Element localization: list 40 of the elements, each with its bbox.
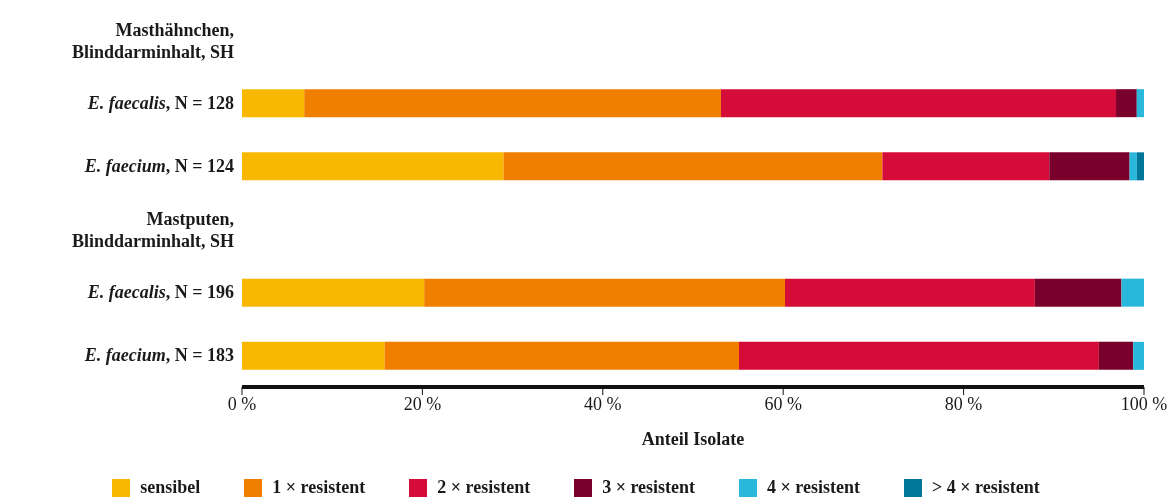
y-tick-label: Mastputen, Blinddarminhalt, SH	[71, 209, 234, 252]
bar	[882, 152, 1050, 181]
x-tick-label: 20 %	[403, 393, 442, 414]
bar	[384, 341, 739, 370]
bar	[1129, 152, 1137, 181]
bar	[242, 152, 504, 181]
legend-label: 1 × resistent	[272, 477, 366, 498]
bar	[1136, 152, 1144, 181]
x-tick-label: 60 %	[764, 393, 802, 414]
bar	[1136, 89, 1144, 118]
bar	[242, 341, 385, 370]
y-tick-label: E. faecium, N = 183	[83, 345, 234, 366]
legend-label: sensibel	[140, 477, 201, 498]
x-axis-title: Anteil Isolate	[641, 429, 745, 449]
y-tick-label: E. faecium, N = 124	[83, 155, 234, 176]
bar	[785, 278, 1035, 307]
bar	[739, 341, 1099, 370]
legend-label: 3 × resistent	[602, 477, 696, 498]
bar	[1098, 341, 1134, 370]
bar	[503, 152, 883, 181]
x-tick-label: 100 %	[1120, 393, 1168, 414]
bar	[1049, 152, 1130, 181]
x-tick-label: 80 %	[944, 393, 983, 414]
bar	[304, 89, 721, 118]
bar	[1034, 278, 1122, 307]
legend-label: 2 × resistent	[437, 477, 531, 498]
bar	[1116, 89, 1137, 118]
y-tick-label: E. faecalis, N = 196	[86, 282, 234, 303]
legend-label: > 4 × resistent	[932, 477, 1040, 498]
bar	[242, 278, 425, 307]
y-tick-label: E. faecalis, N = 128	[86, 92, 234, 113]
x-tick-label: 0 %	[227, 393, 257, 414]
bar	[720, 89, 1117, 118]
legend-label: 4 × resistent	[767, 477, 861, 498]
bar	[1133, 341, 1144, 370]
bar	[1121, 278, 1144, 307]
x-tick-label: 40 %	[584, 393, 622, 414]
bar	[424, 278, 785, 307]
y-tick-label: Masthähnchen, Blinddarminhalt, SH	[71, 19, 234, 62]
bar	[242, 89, 305, 118]
